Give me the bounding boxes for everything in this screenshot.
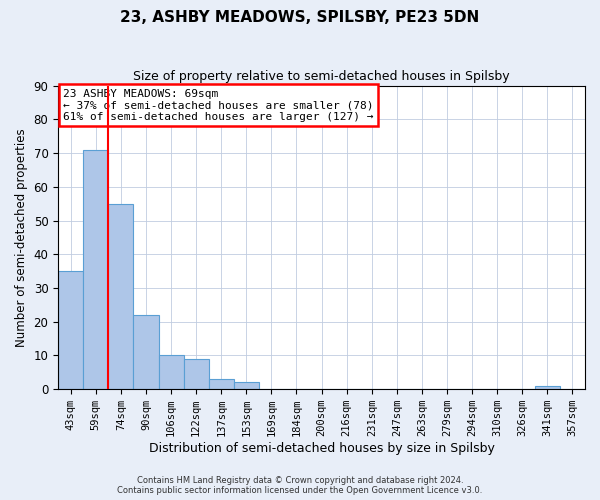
- Bar: [83, 150, 109, 389]
- Bar: [133, 315, 158, 389]
- Text: Contains HM Land Registry data © Crown copyright and database right 2024.
Contai: Contains HM Land Registry data © Crown c…: [118, 476, 482, 495]
- Bar: [109, 204, 133, 389]
- Title: Size of property relative to semi-detached houses in Spilsby: Size of property relative to semi-detach…: [133, 70, 510, 83]
- Text: 23 ASHBY MEADOWS: 69sqm
← 37% of semi-detached houses are smaller (78)
61% of se: 23 ASHBY MEADOWS: 69sqm ← 37% of semi-de…: [64, 88, 374, 122]
- Bar: [209, 379, 234, 389]
- Bar: [234, 382, 259, 389]
- X-axis label: Distribution of semi-detached houses by size in Spilsby: Distribution of semi-detached houses by …: [149, 442, 494, 455]
- Bar: [535, 386, 560, 389]
- Bar: [184, 359, 209, 389]
- Bar: [158, 356, 184, 389]
- Y-axis label: Number of semi-detached properties: Number of semi-detached properties: [15, 128, 28, 346]
- Bar: [58, 271, 83, 389]
- Text: 23, ASHBY MEADOWS, SPILSBY, PE23 5DN: 23, ASHBY MEADOWS, SPILSBY, PE23 5DN: [121, 10, 479, 25]
